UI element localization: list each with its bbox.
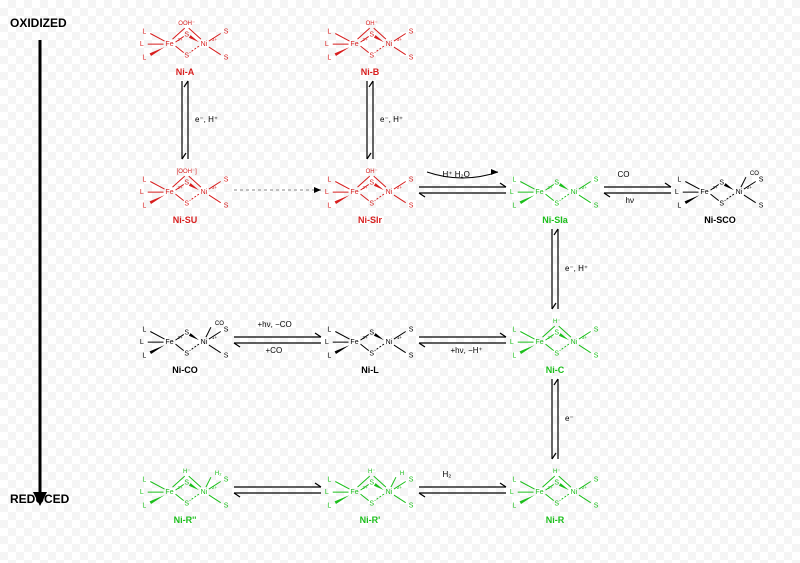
rxn-label: hν <box>626 196 634 205</box>
rxn-label: H⁺ H₂O <box>443 170 470 179</box>
rxn-label: +CO <box>266 346 283 355</box>
rxn-label: CO <box>618 170 630 179</box>
rxn-label: e⁻, H⁺ <box>380 115 403 124</box>
rxn-label: e⁻, H⁺ <box>195 115 218 124</box>
rxn-label: H₂ <box>443 470 452 479</box>
rxn-label: +hν, −CO <box>258 320 292 329</box>
reaction-arrows <box>0 0 800 563</box>
rxn-label: +hν, −H⁺ <box>451 346 483 355</box>
rxn-label: e⁻, H⁺ <box>565 264 588 273</box>
rxn-label: e⁻ <box>565 414 574 423</box>
